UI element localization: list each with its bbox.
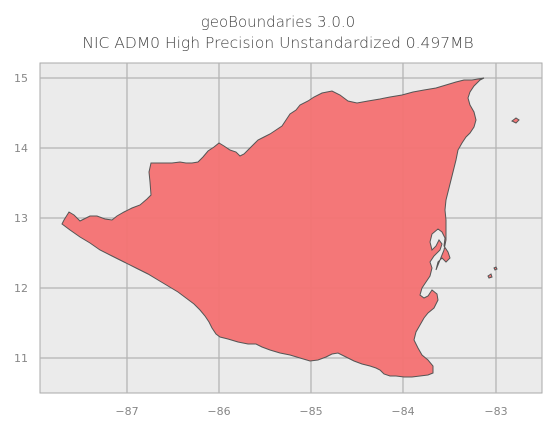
nicaragua-mainland bbox=[61, 77, 485, 378]
map-title: geoBoundaries 3.0.0 bbox=[200, 13, 356, 31]
corn-island bbox=[511, 117, 520, 124]
country-shape bbox=[61, 77, 520, 378]
x-tick-label: −87 bbox=[115, 405, 138, 418]
y-tick-label: 11 bbox=[14, 352, 28, 365]
map-subtitle: NIC ADM0 High Precision Unstandardized 0… bbox=[82, 34, 474, 52]
y-tick-label: 15 bbox=[14, 72, 28, 85]
small-islet-1 bbox=[487, 273, 493, 279]
x-tick-label: −86 bbox=[207, 405, 230, 418]
y-tick-label: 14 bbox=[14, 142, 28, 155]
y-tick-label: 12 bbox=[14, 282, 28, 295]
x-tick-label: −85 bbox=[299, 405, 322, 418]
x-axis-ticks: −87 −86 −85 −84 −83 bbox=[115, 405, 507, 418]
y-axis-ticks: 15 14 13 12 11 bbox=[14, 72, 28, 365]
x-tick-label: −83 bbox=[484, 405, 507, 418]
x-tick-label: −84 bbox=[391, 405, 414, 418]
small-islet-2 bbox=[493, 266, 498, 271]
y-tick-label: 13 bbox=[14, 212, 28, 225]
